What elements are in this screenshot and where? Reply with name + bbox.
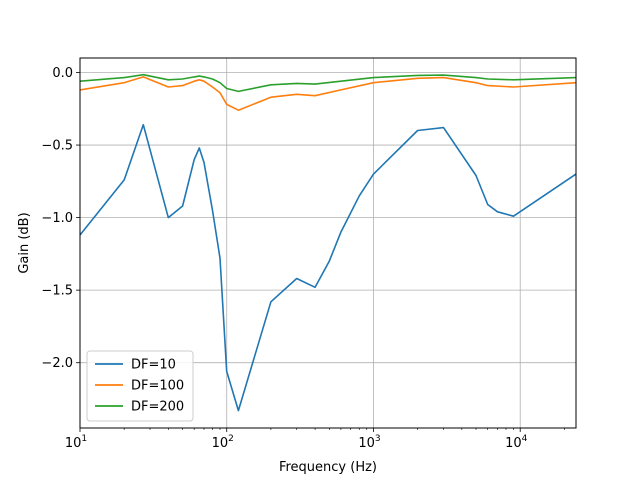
grid-lines [79, 58, 576, 428]
legend-label: DF=100 [131, 379, 184, 394]
legend-label: DF=200 [131, 400, 184, 415]
plot-frame [79, 57, 577, 429]
x-tick-label: 101 [65, 434, 87, 451]
series-lines [79, 73, 577, 412]
legend-label: DF=10 [131, 358, 176, 373]
y-tick-label: −0.5 [41, 139, 73, 154]
y-ticks: 0.0 −0.5 −1.0 −1.5 −2.0 [41, 66, 80, 371]
x-ticks: 101 102 103 104 [65, 428, 565, 451]
x-tick-label: 102 [212, 434, 234, 451]
series-line [79, 123, 577, 412]
legend: DF=10 DF=100 DF=200 [86, 350, 194, 422]
y-tick-label: 0.0 [52, 66, 73, 81]
x-tick-label: 103 [358, 434, 380, 451]
series-line [79, 76, 577, 111]
y-tick-label: −1.5 [41, 284, 73, 299]
x-axis-title: Frequency (Hz) [279, 460, 377, 475]
y-tick-label: −2.0 [41, 356, 73, 371]
y-axis-title: Gain (dB) [17, 212, 32, 273]
y-tick-label: −1.0 [41, 211, 73, 226]
series-line [79, 73, 577, 93]
x-tick-label: 104 [505, 434, 528, 451]
legend-box [86, 350, 194, 422]
